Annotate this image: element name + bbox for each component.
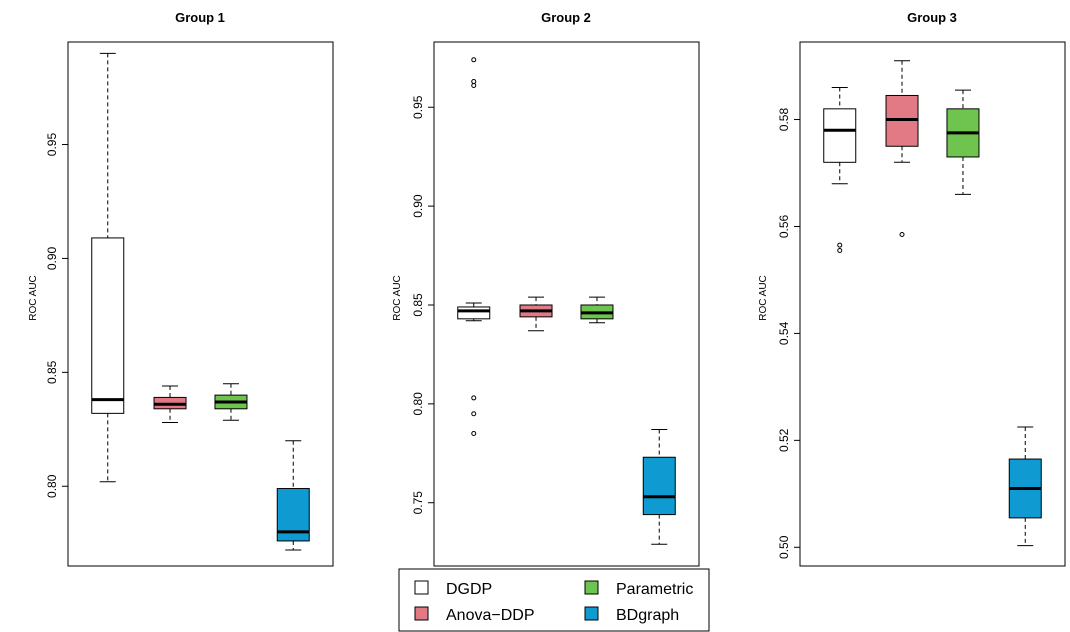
plot-frame: [67, 41, 334, 567]
y-axis-label: ROC AUC: [758, 275, 769, 321]
y-tick-label: 0.85: [411, 293, 425, 317]
outlier-point-anova-ddp: [899, 231, 905, 237]
y-tick-label: 0.90: [45, 246, 59, 270]
legend-label-parametric: Parametric: [616, 581, 693, 598]
y-axis-label: ROC AUC: [392, 275, 403, 321]
legend: DGDP Parametric Anova−DDP BDgraph: [398, 568, 710, 632]
panel-title: Group 3: [907, 10, 957, 25]
outlier-point-dgdp: [471, 431, 477, 437]
y-tick-label: 0.58: [777, 108, 791, 132]
y-tick-label: 0.90: [411, 194, 425, 218]
panel-group-1: Group 1 ROC AUC 0.80 0.85 0.90 0.95: [28, 10, 334, 567]
y-axis-label: ROC AUC: [28, 275, 39, 321]
legend-swatch-anova-ddp: [414, 606, 429, 621]
y-tick-label: 0.95: [411, 95, 425, 119]
outlier-point-dgdp: [471, 83, 477, 89]
outlier-point-dgdp: [471, 57, 477, 63]
panel-group-2: Group 2 ROC AUC 0.75 0.80 0.85 0.90 0.95: [392, 10, 700, 567]
legend-label-bdgraph: BDgraph: [616, 607, 679, 624]
box-dgdp: [823, 108, 857, 163]
outlier-point-dgdp: [837, 248, 843, 254]
legend-label-anova-ddp: Anova−DDP: [446, 607, 535, 624]
plot-frame: [799, 41, 1066, 567]
box-dgdp: [91, 237, 125, 414]
y-axis: 0.80 0.85 0.90 0.95: [45, 133, 68, 498]
panel-title: Group 1: [175, 10, 225, 25]
legend-swatch-parametric: [584, 580, 599, 595]
box-dgdp: [457, 306, 491, 320]
plot-frame: [433, 41, 700, 567]
boxes: [91, 52, 310, 551]
legend-frame: [398, 568, 710, 632]
legend-label-dgdp: DGDP: [446, 581, 492, 598]
boxes: [823, 60, 1042, 547]
y-tick-label: 0.95: [45, 133, 59, 157]
outlier-point-dgdp: [837, 242, 843, 248]
boxes: [457, 57, 676, 545]
y-tick-label: 0.56: [777, 214, 791, 238]
panel-title: Group 2: [541, 10, 591, 25]
y-tick-label: 0.54: [777, 321, 791, 345]
y-tick-label: 0.52: [777, 428, 791, 452]
legend-swatch-dgdp: [414, 580, 429, 595]
y-axis: 0.50 0.52 0.54 0.56 0.58: [777, 108, 800, 559]
outlier-point-dgdp: [471, 411, 477, 417]
y-tick-label: 0.75: [411, 491, 425, 515]
outlier-point-dgdp: [471, 395, 477, 401]
legend-swatch-bdgraph: [584, 606, 599, 621]
y-tick-label: 0.50: [777, 535, 791, 559]
y-tick-label: 0.85: [45, 360, 59, 384]
box-bdgraph: [642, 456, 676, 516]
y-axis: 0.75 0.80 0.85 0.90 0.95: [411, 95, 434, 514]
y-tick-label: 0.80: [45, 474, 59, 498]
y-tick-label: 0.80: [411, 392, 425, 416]
panel-group-3: Group 3 ROC AUC 0.50 0.52 0.54 0.56 0.58: [758, 10, 1066, 567]
